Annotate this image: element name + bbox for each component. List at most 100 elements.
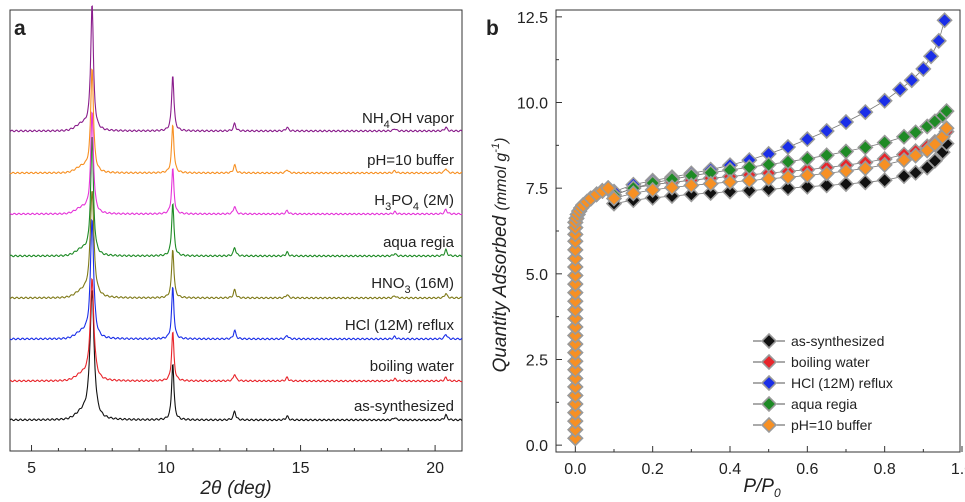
data-point xyxy=(567,258,584,276)
x-tick-label: 20 xyxy=(426,460,444,477)
data-point xyxy=(779,169,797,186)
data-point xyxy=(567,413,584,430)
data-point xyxy=(779,138,797,156)
data-point xyxy=(567,301,584,318)
legend-label: aqua regia xyxy=(791,396,857,412)
xrd-trace xyxy=(9,111,463,216)
trace-label: HNO3 (16M) xyxy=(371,275,454,296)
y-tick-label: 2.5 xyxy=(526,352,548,369)
data-point xyxy=(567,353,584,370)
chart-legend: as-synthesized boiling water HCl (12M) ref… xyxy=(753,332,893,434)
legend-label: pH=10 buffer xyxy=(791,417,872,433)
data-point xyxy=(907,147,924,164)
y-tick-label: 12.5 xyxy=(517,10,548,27)
series-line xyxy=(613,131,947,196)
legend-marker xyxy=(760,332,778,350)
data-point xyxy=(760,156,777,173)
panel-a-frame xyxy=(9,9,463,452)
panel-a-xrd: a as-synthesized boiling water HCl (12M) r… xyxy=(9,5,463,499)
panel-a-x-axis-title: 2θ (deg) xyxy=(199,478,271,499)
xrd-trace xyxy=(9,68,462,175)
legend-label: as-synthesized xyxy=(791,333,884,349)
data-point xyxy=(567,241,584,258)
data-point xyxy=(876,156,893,174)
data-point xyxy=(857,103,874,121)
series-line xyxy=(613,143,947,204)
data-point xyxy=(895,151,913,169)
data-point xyxy=(903,72,920,89)
data-point xyxy=(837,162,855,180)
data-point xyxy=(567,327,584,344)
data-point xyxy=(683,177,700,194)
data-point xyxy=(567,310,584,327)
panel-b-letter: b xyxy=(486,17,499,40)
data-point xyxy=(683,186,700,203)
data-point xyxy=(926,136,944,153)
data-point xyxy=(567,335,584,353)
data-point xyxy=(857,160,874,177)
data-point xyxy=(605,190,623,207)
data-point xyxy=(895,168,913,185)
data-point xyxy=(625,185,642,202)
data-point xyxy=(567,370,584,387)
trace-label: aqua regia xyxy=(383,234,455,251)
data-point xyxy=(567,344,584,361)
legend-marker xyxy=(760,353,778,371)
data-point xyxy=(837,113,855,131)
panel-b-isotherm: b 0.0 0.2 0.4 0.6 0.8 1.0 0.0 2.5 5.0 7.5 10.0 12.5… xyxy=(486,9,965,500)
data-point xyxy=(922,48,940,65)
data-point xyxy=(799,131,816,148)
data-point xyxy=(799,178,816,195)
panel-b-frame xyxy=(555,9,961,453)
data-point xyxy=(663,187,681,205)
x-tick-label: 5 xyxy=(27,460,36,477)
data-point xyxy=(567,361,584,378)
x-tick-label: 1.0 xyxy=(951,461,965,478)
data-point xyxy=(567,430,584,447)
data-point xyxy=(818,122,835,140)
x-tick-label: 15 xyxy=(292,460,310,477)
data-point xyxy=(857,174,874,191)
legend-marker xyxy=(760,416,778,434)
panel-b-x-axis-title: P/P0 xyxy=(743,476,781,500)
xrd-trace xyxy=(9,5,463,133)
data-point xyxy=(567,275,584,293)
xrd-trace xyxy=(9,136,463,258)
data-point xyxy=(907,164,924,181)
data-point xyxy=(760,181,777,198)
y-tick-label: 7.5 xyxy=(526,181,548,198)
xrd-trace-labels: as-synthesized boiling water HCl (12M) ref… xyxy=(345,110,455,415)
data-point xyxy=(741,182,758,199)
isotherm-points xyxy=(567,12,955,447)
legend-marker xyxy=(760,395,778,413)
x-tick-label: 0.4 xyxy=(719,461,741,478)
legend-marker xyxy=(760,374,778,392)
data-point xyxy=(892,81,909,98)
trace-label: NH4OH vapor xyxy=(362,110,454,131)
data-point xyxy=(702,184,719,202)
data-point xyxy=(600,180,617,197)
data-point xyxy=(567,267,584,284)
data-point xyxy=(721,173,739,191)
xrd-trace xyxy=(9,290,463,422)
data-point xyxy=(818,147,835,164)
data-point xyxy=(567,387,584,404)
x-axis-title-unit: (deg) xyxy=(227,478,271,499)
data-point xyxy=(644,181,661,199)
data-point xyxy=(567,421,584,438)
data-point xyxy=(567,250,584,267)
x-tick-label: 0.8 xyxy=(874,461,896,478)
data-point xyxy=(779,180,797,197)
y-tick-label: 10.0 xyxy=(517,96,548,113)
data-point xyxy=(799,150,816,167)
data-point xyxy=(779,153,797,170)
data-point xyxy=(895,128,913,145)
trace-label: pH=10 buffer xyxy=(367,152,454,169)
data-point xyxy=(915,60,932,78)
y-tick-label: 5.0 xyxy=(526,267,548,284)
panel-a-x-axis: 5 10 15 20 xyxy=(27,445,463,477)
data-point xyxy=(936,12,953,29)
x-axis-title-symbol: 2θ xyxy=(199,478,222,499)
x-tick-label: 10 xyxy=(157,460,175,477)
